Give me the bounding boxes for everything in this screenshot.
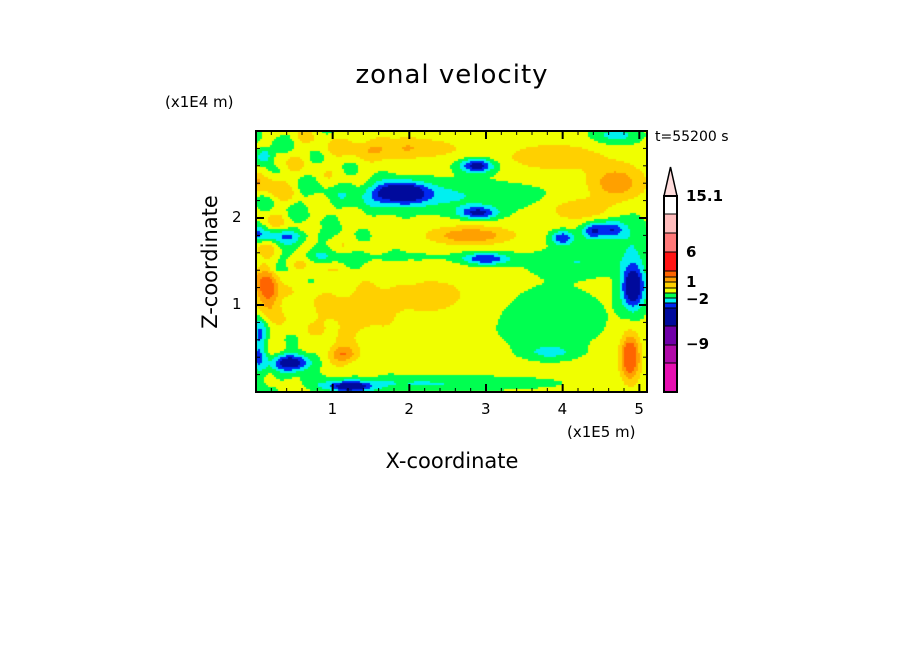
x-tick-label: 4 (557, 400, 568, 418)
colorbar-segment (663, 325, 678, 346)
colorbar-segment (663, 270, 678, 278)
x-tick-label: 3 (481, 400, 491, 418)
x-axis-label-text: X-coordinate (385, 449, 519, 473)
colorbar-segment (663, 287, 678, 294)
colorbar-label: −9 (686, 335, 710, 353)
colorbar-label: 1 (686, 273, 697, 291)
z-unit-label: (x1E4 m) (165, 93, 234, 111)
colorbar-segment (663, 281, 678, 289)
z-tick-label: 2 (232, 208, 242, 226)
colorbar-segment (663, 362, 678, 393)
time-annotation: t=55200 s (655, 129, 729, 145)
colorbar-segment (663, 232, 678, 253)
x-axis-label: X-coordinate (0, 449, 904, 473)
colorbar-segment (663, 292, 678, 299)
x-unit-label: (x1E5 m) (567, 423, 636, 441)
colorbar-segment (663, 302, 678, 309)
colorbar-segment (663, 344, 678, 364)
colorbar-extend-triangle (663, 166, 678, 197)
plot-frame (255, 130, 648, 393)
colorbar-segment (663, 276, 678, 283)
x-tick-label: 5 (634, 400, 644, 418)
colorbar-segment (663, 307, 678, 327)
colorbar-segment (663, 297, 678, 304)
colorbar-label: −2 (686, 290, 710, 308)
contour-field (256, 131, 647, 392)
colorbar-label: 6 (686, 243, 697, 261)
chart-title: zonal velocity (355, 60, 549, 90)
x-tick-label: 2 (404, 400, 414, 418)
colorbar-label: 15.1 (686, 187, 724, 205)
colorbar-segment (663, 251, 678, 272)
colorbar-segment (663, 213, 678, 234)
x-tick-label: 1 (327, 400, 338, 418)
colorbar-frame (663, 195, 678, 393)
z-tick-label: 1 (232, 295, 242, 313)
